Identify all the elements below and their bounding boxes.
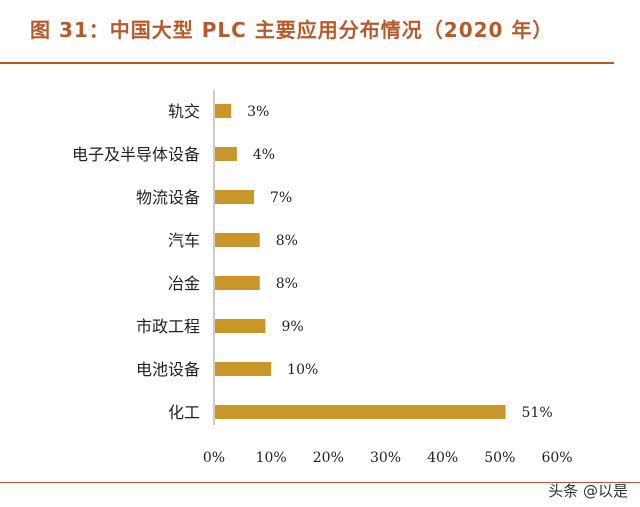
bar-6 (215, 362, 272, 376)
x-tick-label: 40% (427, 450, 458, 466)
value-label: 8% (276, 233, 298, 249)
bar-5 (215, 319, 266, 333)
bar-2 (215, 190, 255, 204)
bar-7 (215, 405, 506, 419)
x-tick-label: 50% (484, 450, 515, 466)
figure-title: 图 31：中国大型 PLC 主要应用分布情况（2020 年） (30, 18, 554, 42)
x-tick-label: 30% (370, 450, 401, 466)
x-tick-label: 60% (541, 450, 572, 466)
bar-0 (215, 104, 232, 118)
value-label: 3% (247, 104, 269, 120)
watermark: 头条 @以是 (548, 482, 628, 500)
category-label: 轨交 (168, 102, 200, 121)
category-label: 电子及半导体设备 (72, 145, 200, 164)
category-label: 物流设备 (136, 188, 200, 207)
bar-3 (215, 233, 260, 247)
category-label: 汽车 (168, 231, 200, 250)
category-label: 市政工程 (136, 317, 200, 336)
value-label: 51% (522, 405, 553, 421)
top-divider (0, 62, 614, 64)
bar-4 (215, 276, 260, 290)
x-tick-label: 0% (203, 450, 225, 466)
bar-1 (215, 147, 237, 161)
x-tick-label: 10% (256, 450, 287, 466)
bottom-divider (0, 482, 640, 483)
x-tick-label: 20% (313, 450, 344, 466)
category-label: 化工 (168, 403, 200, 422)
value-label: 9% (281, 319, 303, 335)
category-label: 电池设备 (136, 360, 200, 379)
category-label: 冶金 (168, 274, 200, 293)
value-label: 8% (276, 276, 298, 292)
value-label: 7% (270, 190, 292, 206)
value-label: 4% (253, 147, 275, 163)
value-label: 10% (287, 362, 318, 378)
